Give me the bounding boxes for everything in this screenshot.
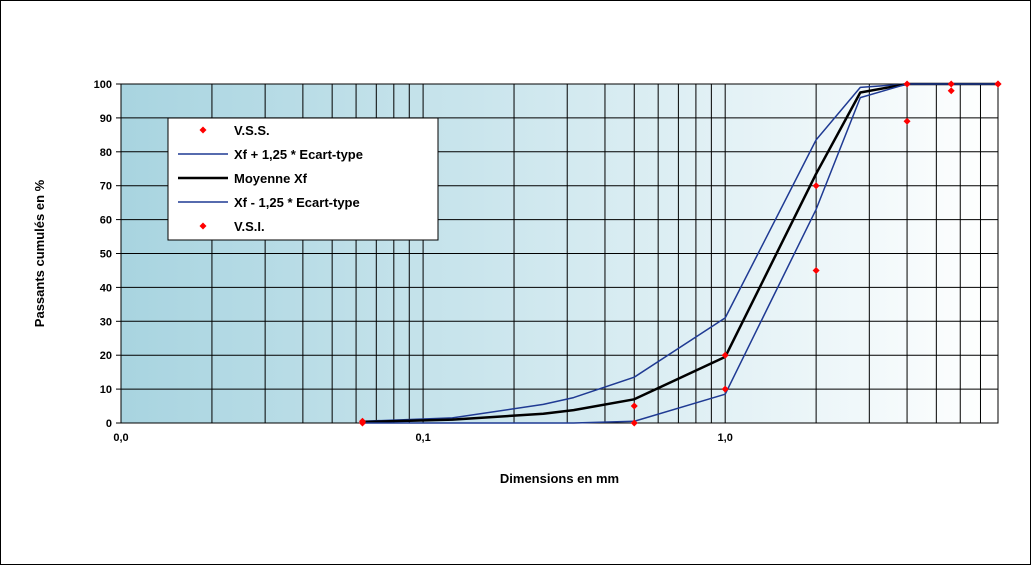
data-point	[994, 80, 1002, 88]
data-point	[721, 385, 729, 393]
series	[358, 80, 1002, 427]
data-point	[630, 419, 638, 427]
y-tick-label: 50	[100, 249, 112, 261]
y-tick-label: 0	[106, 418, 112, 430]
x-tick-label: 1,0	[718, 432, 733, 444]
y-tick-label: 20	[100, 350, 112, 362]
legend-marker	[199, 126, 207, 134]
data-point	[812, 266, 820, 274]
series-line	[362, 83, 998, 424]
data-point	[903, 80, 911, 88]
y-tick-label: 30	[100, 316, 112, 328]
y-tick-label: 40	[100, 282, 112, 294]
y-axis-title: Passants cumulés en %	[32, 179, 47, 327]
y-axis-ticks: 0 10 20 30 40 50 60 70 80 90 100	[94, 79, 121, 430]
y-tick-label: 80	[100, 147, 112, 159]
data-point	[903, 117, 911, 125]
data-point	[358, 419, 366, 427]
legend-label: Moyenne Xf	[234, 171, 308, 186]
data-point	[812, 182, 820, 190]
x-axis-title: Dimensions en mm	[500, 471, 619, 486]
y-tick-label: 100	[94, 79, 112, 91]
x-tick-label: 0,1	[415, 432, 430, 444]
legend-label: Xf - 1,25 * Ecart-type	[234, 195, 360, 210]
data-point	[630, 402, 638, 410]
legend: V.S.S. Xf + 1,25 * Ecart-type Moyenne Xf Xf…	[167, 117, 439, 241]
data-point	[947, 87, 955, 95]
legend-label: Xf + 1,25 * Ecart-type	[234, 147, 363, 162]
legend-label: V.S.I.	[234, 219, 265, 234]
y-tick-label: 60	[100, 215, 112, 227]
x-axis-ticks: 0,0 0,1 1,0	[113, 432, 732, 444]
data-point	[947, 80, 955, 88]
legend-marker	[199, 222, 207, 230]
y-tick-label: 10	[100, 384, 112, 396]
x-tick-label: 0,0	[113, 432, 128, 444]
y-tick-label: 90	[100, 113, 112, 125]
data-point	[721, 351, 729, 359]
legend-label: V.S.S.	[234, 123, 270, 138]
y-tick-label: 70	[100, 181, 112, 193]
